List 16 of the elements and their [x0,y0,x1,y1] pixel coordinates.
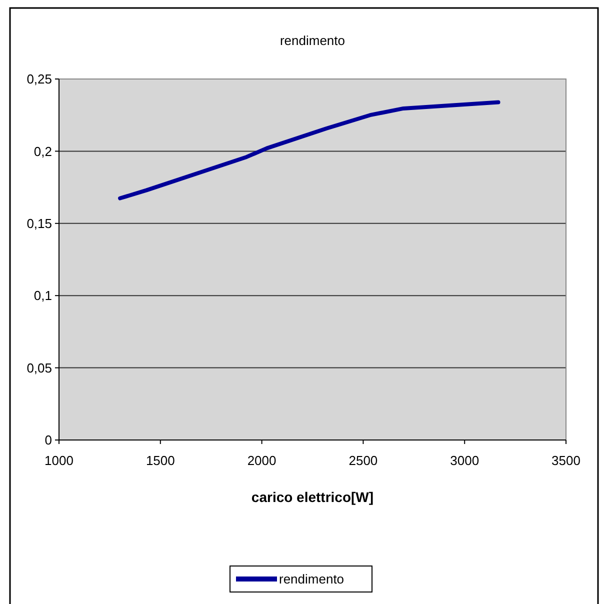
x-tick-label: 2500 [348,453,378,468]
chart-title: rendimento [280,33,346,48]
x-tick-label: 1500 [146,453,175,468]
y-tick-label: 0,25 [26,72,52,87]
x-tick-label: 3500 [552,453,580,468]
y-tick-label: 0,2 [34,144,52,159]
x-axis-title: carico elettrico[W] [251,489,374,505]
x-tick-label: 1000 [44,453,74,468]
x-tick-label: 2000 [247,453,276,468]
y-tick-label: 0,05 [26,360,52,376]
x-tick-label: 3000 [450,453,480,468]
line-series [118,100,500,200]
y-tick-label: 0,15 [26,216,52,231]
legend-label: rendimento [279,572,344,587]
y-tick-label: 0,1 [34,288,52,304]
y-tick-label: 0 [44,432,52,448]
